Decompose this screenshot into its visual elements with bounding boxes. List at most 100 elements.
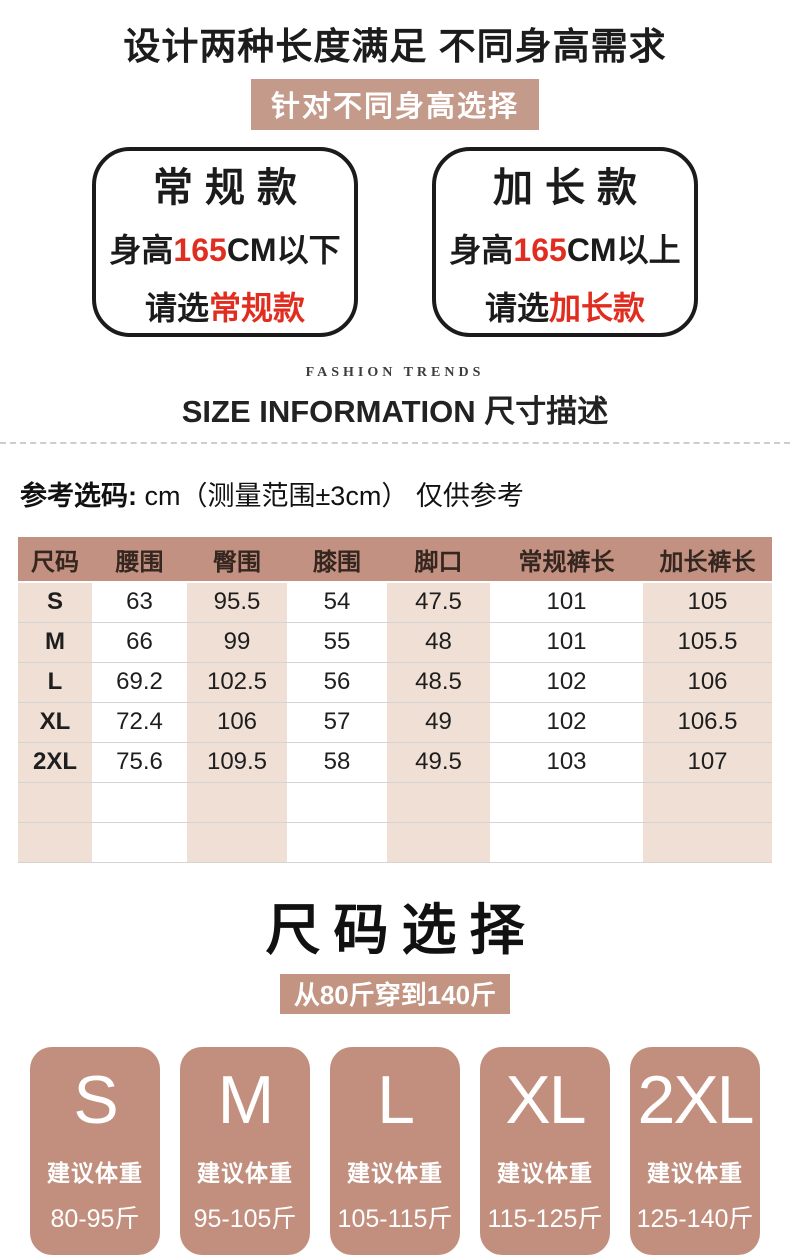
table-row: L 69.2 102.5 56 48.5 102 106 [18,662,772,703]
cell-size: S [18,582,92,623]
cell-extended-length: 106 [643,662,772,703]
height-suffix: CM以下 [226,232,341,268]
advice-highlight: 常规款 [209,290,306,326]
variant-advice-line: 请选加长款 [485,283,645,329]
size-information-heading: SIZE INFORMATION 尺寸描述 [181,394,609,429]
cell-leg-opening: 49 [387,702,490,743]
col-header-size: 尺码 [18,537,92,583]
cell-size: M [18,622,92,663]
variant-name: 常规款 [153,166,309,210]
size-card-weight-range: 95-105斤 [193,1204,297,1233]
variant-box-extended: 加长款 身高165CM以上 请选加长款 [432,147,698,337]
cell-hip: 95.5 [187,582,287,623]
height-value: 165 [513,232,567,268]
cell-regular-length: 101 [490,582,643,623]
size-card-weight-range: 80-95斤 [50,1204,140,1233]
cell-hip: 109.5 [187,742,287,783]
cell-leg-opening: 48.5 [387,662,490,703]
variant-height-line: 身高165CM以下 [109,225,340,271]
cell-knee: 55 [287,622,387,663]
cell-regular-length: 103 [490,742,643,783]
variant-boxes-row: 常规款 身高165CM以下 请选常规款 加长款 身高165CM以上 请选加长款 [0,147,790,337]
cell-extended-length: 106.5 [643,702,772,743]
cell-leg-opening: 47.5 [387,582,490,623]
height-prefix: 身高 [109,232,174,268]
cell-waist: 69.2 [92,662,187,703]
cell-hip: 99 [187,622,287,663]
size-card-weight-range: 105-115斤 [337,1204,453,1233]
advice-highlight: 加长款 [549,290,646,326]
size-card-s: S 建议体重 80-95斤 [30,1046,160,1255]
variant-height-line: 身高165CM以上 [449,225,680,271]
size-chart-table: 尺码 腰围 臀围 膝围 脚口 常规裤长 加长裤长 S 63 95.5 54 47… [18,537,772,863]
table-row: M 66 99 55 48 101 105.5 [18,622,772,663]
size-card-advice-label: 建议体重 [347,1159,443,1186]
variant-name: 加长款 [493,166,649,210]
cell-knee: 58 [287,742,387,783]
reference-text: cm（测量范围±3cm） 仅供参考 [137,481,524,511]
cell-knee: 57 [287,702,387,743]
table-row: S 63 95.5 54 47.5 101 105 [18,582,772,623]
size-reference-note: 参考选码: cm（测量范围±3cm） 仅供参考 [20,474,790,513]
cell-size: L [18,662,92,703]
col-header-hip: 臀围 [187,537,287,583]
cell-waist: 75.6 [92,742,187,783]
cell-hip: 102.5 [187,662,287,703]
cell-knee: 54 [287,582,387,623]
size-card-l: L 建议体重 105-115斤 [330,1046,460,1255]
table-row-empty [18,782,772,823]
height-prefix: 身高 [449,232,514,268]
variant-box-regular: 常规款 身高165CM以下 请选常规款 [92,147,358,337]
weight-range-banner: 从80斤穿到140斤 [279,973,511,1014]
cell-knee: 56 [287,662,387,703]
cell-waist: 72.4 [92,702,187,743]
col-header-waist: 腰围 [92,537,187,583]
cell-extended-length: 107 [643,742,772,783]
col-header-extended-length: 加长裤长 [643,537,772,583]
advice-prefix: 请选 [144,290,209,326]
table-row-empty [18,822,772,863]
col-header-knee: 膝围 [287,537,387,583]
size-select-title: 尺码选择 [265,899,538,961]
height-value: 165 [173,232,227,268]
advice-prefix: 请选 [484,290,549,326]
table-header-row: 尺码 腰围 臀围 膝围 脚口 常规裤长 加长裤长 [18,537,772,583]
cell-extended-length: 105.5 [643,622,772,663]
size-card-m: M 建议体重 95-105斤 [180,1046,310,1255]
table-row: XL 72.4 106 57 49 102 106.5 [18,702,772,743]
col-header-regular-length: 常规裤长 [490,537,643,583]
size-card-letter: M [217,1062,275,1138]
cell-hip: 106 [187,702,287,743]
size-card-row: S 建议体重 80-95斤 M 建议体重 95-105斤 L 建议体重 105-… [0,1046,790,1255]
size-card-weight-range: 115-125斤 [487,1204,603,1233]
cell-regular-length: 102 [490,702,643,743]
cell-waist: 63 [92,582,187,623]
size-card-letter: S [73,1062,118,1138]
height-suffix: CM以上 [566,232,681,268]
size-card-advice-label: 建议体重 [47,1159,143,1186]
size-card-letter: L [377,1062,415,1138]
reference-label: 参考选码: [20,481,137,511]
cell-regular-length: 102 [490,662,643,703]
height-select-banner: 针对不同身高选择 [250,79,539,130]
size-card-letter: 2XL [637,1062,755,1138]
size-card-advice-label: 建议体重 [497,1159,593,1186]
cell-regular-length: 101 [490,622,643,663]
fashion-trends-eyebrow: FASHION TRENDS [305,365,485,380]
size-card-advice-label: 建议体重 [197,1159,293,1186]
cell-extended-length: 105 [643,582,772,623]
cell-size: 2XL [18,742,92,783]
cell-leg-opening: 49.5 [387,742,490,783]
variant-advice-line: 请选常规款 [145,283,305,329]
cell-waist: 66 [92,622,187,663]
size-card-2xl: 2XL 建议体重 125-140斤 [630,1046,760,1255]
size-card-letter: XL [505,1062,586,1138]
size-card-advice-label: 建议体重 [647,1159,743,1186]
col-header-leg-opening: 脚口 [387,537,490,583]
size-card-weight-range: 125-140斤 [636,1204,754,1233]
page-title: 设计两种长度满足 不同身高需求 [123,26,667,67]
cell-size: XL [18,702,92,743]
cell-leg-opening: 48 [387,622,490,663]
size-card-xl: XL 建议体重 115-125斤 [480,1046,610,1255]
table-row: 2XL 75.6 109.5 58 49.5 103 107 [18,742,772,783]
